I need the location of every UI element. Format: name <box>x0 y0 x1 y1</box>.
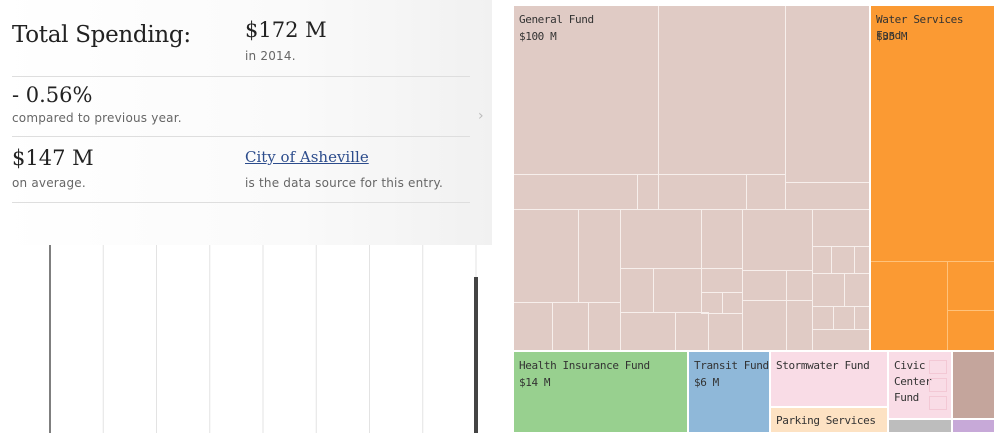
treemap-cell-civic-center-fund[interactable]: Civic Center Fund <box>888 351 952 419</box>
divider <box>12 76 470 77</box>
treemap-cell-small-fund[interactable] <box>888 419 952 433</box>
chart-y-axis: $200 M$150 M$100 M$50 M <box>49 245 51 433</box>
data-source-link[interactable]: City of Asheville <box>245 148 369 166</box>
fund-name: Transit Fund <box>694 359 769 372</box>
treemap-cell-health-insurance-fund[interactable]: Health Insurance Fund $14 M <box>513 351 688 433</box>
chart-edge-shadow <box>474 277 478 433</box>
summary-title: Total Spending: <box>12 22 191 48</box>
treemap-cell-general-fund[interactable]: General Fund $100 M <box>513 5 870 351</box>
change-value: - 0.56% <box>12 83 93 107</box>
treemap-cell-water-services-fund[interactable]: Water Services Fund $35 M <box>870 5 995 351</box>
fund-name: General Fund <box>519 13 594 26</box>
fund-treemap: General Fund $100 M <box>513 5 995 433</box>
chart-grid <box>49 245 477 433</box>
change-caption: compared to previous year. <box>12 111 182 125</box>
divider <box>12 136 470 137</box>
summary-background <box>0 0 492 245</box>
treemap-cell-small-fund[interactable] <box>952 351 995 419</box>
fund-name: Civic Center Fund <box>894 359 932 404</box>
treemap-cell-transit-fund[interactable]: Transit Fund $6 M <box>688 351 770 433</box>
fund-name: Health Insurance Fund <box>519 359 650 372</box>
summary-panel: Total Spending: $172 M in 2014. - 0.56% … <box>0 0 492 433</box>
fund-value: $6 M <box>694 376 719 389</box>
fund-value: $14 M <box>519 376 551 389</box>
total-spending-year: in 2014. <box>245 49 296 63</box>
data-source-caption: is the data source for this entry. <box>245 176 444 190</box>
treemap-cell-parking-services[interactable]: Parking Services <box>770 407 888 433</box>
spending-area-chart: $200 M$150 M$100 M$50 M <box>49 245 478 433</box>
fund-value: $35 M <box>876 30 908 43</box>
divider <box>12 202 470 203</box>
treemap-cell-small-fund[interactable] <box>952 419 995 433</box>
fund-value: $100 M <box>519 30 557 43</box>
average-value: $147 M <box>12 146 94 170</box>
fund-name: Stormwater Fund <box>776 359 870 372</box>
average-caption: on average. <box>12 176 86 190</box>
total-spending-value: $172 M <box>245 18 327 42</box>
fund-name: Parking Services <box>776 414 876 427</box>
fund-name: Water Services Fund <box>876 13 964 42</box>
chevron-right-icon[interactable]: › <box>478 108 484 124</box>
treemap-cell-stormwater-fund[interactable]: Stormwater Fund <box>770 351 888 407</box>
